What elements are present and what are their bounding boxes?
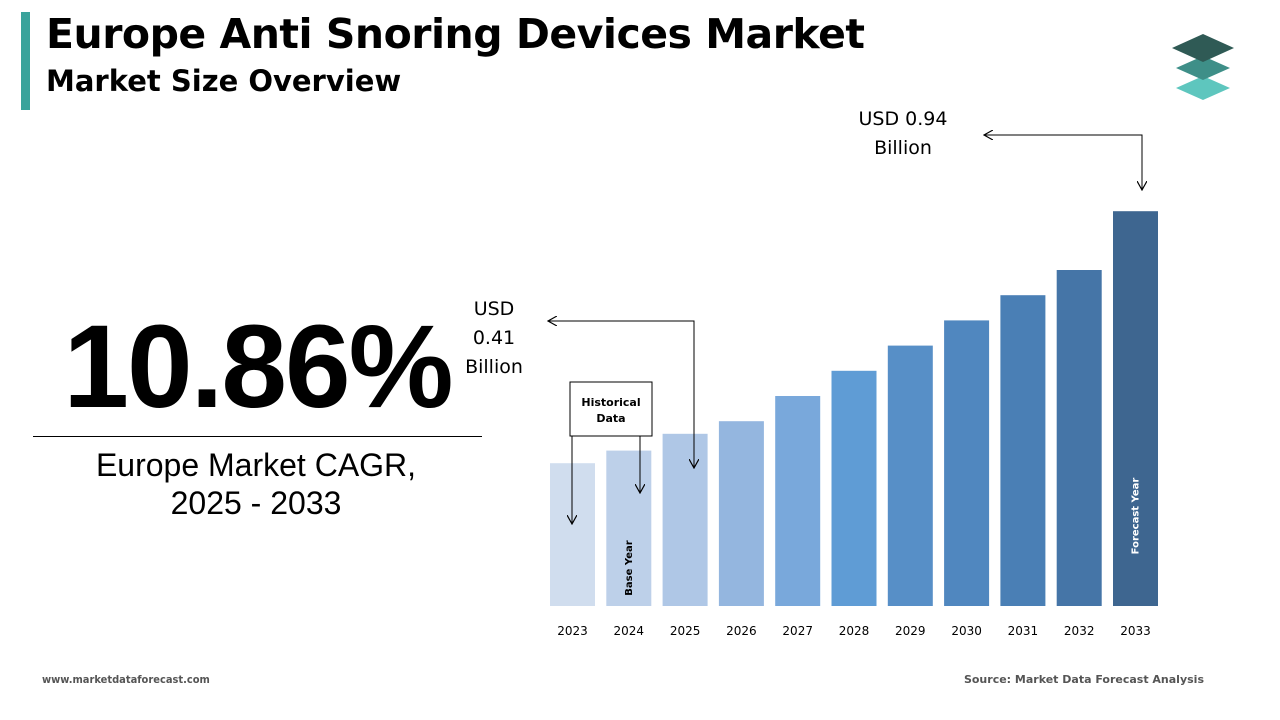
- bar-2026: [718, 421, 764, 606]
- chart-annotations: Historical Data USD 0.41 Billion USD 0.9…: [465, 108, 1142, 524]
- x-tick-label-2029: 2029: [895, 624, 926, 638]
- x-tick-label-2026: 2026: [726, 624, 757, 638]
- callout-2033-line1: USD 0.94: [859, 108, 948, 130]
- x-tick-label-2027: 2027: [782, 624, 813, 638]
- cagr-label: Europe Market CAGR, 2025 - 2033: [30, 446, 482, 522]
- source-note: Source: Market Data Forecast Analysis: [963, 673, 1204, 686]
- bar-2032: [1056, 270, 1102, 606]
- cagr-label-line1: Europe Market CAGR,: [95, 447, 417, 483]
- layered-stack-icon: [1172, 34, 1234, 100]
- bar-2028: [831, 370, 877, 606]
- x-tick-label-2028: 2028: [839, 624, 870, 638]
- callout-2025-line2: 0.41: [473, 327, 515, 349]
- x-tick-label-2030: 2030: [951, 624, 982, 638]
- historical-data-box: [569, 381, 653, 437]
- x-tick-label-2024: 2024: [614, 624, 645, 638]
- cagr-value: 10.86%: [63, 301, 453, 433]
- historical-data-label-line1: Historical: [581, 396, 640, 409]
- x-tick-label-2023: 2023: [557, 624, 588, 638]
- page-subtitle: Market Size Overview: [46, 64, 402, 98]
- x-axis-tick-labels: 2023 2024 2025 2026 2027 2028 2029 2030 2031 2032…: [557, 624, 1151, 638]
- website-link[interactable]: www.marketdataforecast.com: [42, 673, 210, 686]
- callout-2033-line2: Billion: [874, 137, 932, 159]
- x-tick-label-2031: 2031: [1008, 624, 1039, 638]
- bar-2030: [944, 320, 990, 606]
- x-tick-label-2025: 2025: [670, 624, 701, 638]
- callout-2025-line3: Billion: [465, 356, 523, 378]
- bar-2033: [1113, 211, 1158, 606]
- bar-2024: [606, 450, 652, 606]
- page-title: Europe Anti Snoring Devices Market: [46, 10, 865, 58]
- x-tick-label-2033: 2033: [1120, 624, 1151, 638]
- historical-data-label-line2: Data: [596, 412, 625, 425]
- base-year-label: Base Year: [624, 540, 635, 595]
- bar-2025: [662, 433, 708, 606]
- bar-series: Base Year Forecast Year: [550, 211, 1158, 606]
- cagr-divider: [33, 436, 482, 437]
- callout-2025-line1: USD: [474, 298, 515, 320]
- bar-2029: [887, 345, 933, 606]
- bar-2027: [775, 396, 821, 606]
- cagr-label-line2: 2025 - 2033: [170, 485, 342, 521]
- title-accent-bar: [21, 12, 30, 110]
- x-tick-label-2032: 2032: [1064, 624, 1095, 638]
- forecast-year-label: Forecast Year: [1131, 478, 1142, 555]
- callout-2033-arrow-down: [984, 134, 1142, 190]
- bar-2031: [1000, 295, 1046, 606]
